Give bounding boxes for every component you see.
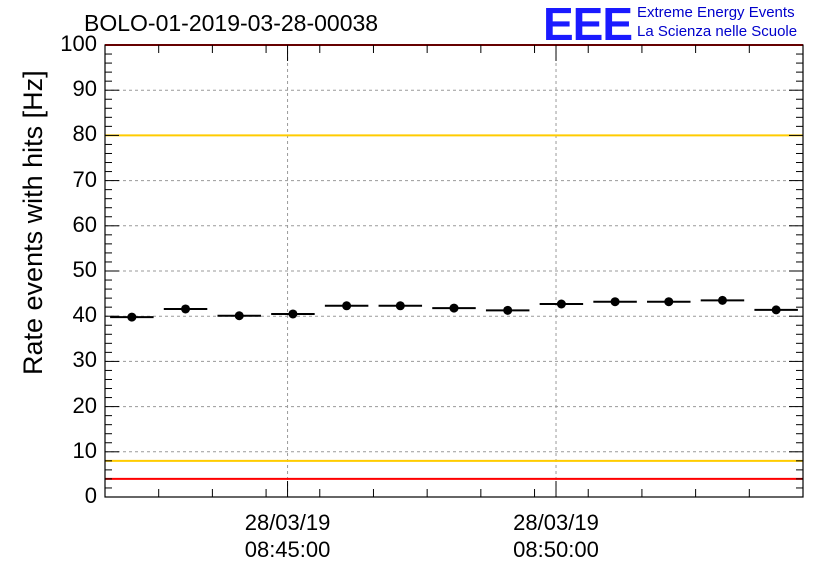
logo-line-2: La Scienza nelle Scuole	[637, 23, 798, 40]
x-tick-label: 28/03/19 08:50:00	[486, 509, 626, 563]
data-point	[449, 303, 459, 313]
data-point	[610, 297, 620, 307]
data-point	[127, 312, 137, 322]
y-tick-label: 50	[72, 257, 97, 282]
x-tick-time: 08:50:00	[513, 537, 599, 562]
y-tick-label: 60	[72, 211, 97, 237]
data-point	[342, 301, 352, 311]
y-tick-label: 10	[72, 437, 97, 463]
y-tick-label: 40	[72, 302, 97, 328]
y-tick-label: 90	[72, 76, 97, 102]
y-tick-label: 70	[72, 166, 97, 192]
eee-logo: EEE	[543, 0, 633, 50]
data-point	[234, 311, 244, 321]
x-tick-date: 28/03/19	[513, 510, 599, 535]
y-tick-label: 100	[60, 31, 97, 56]
x-tick-time: 08:45:00	[244, 537, 331, 562]
y-tick-label: 20	[72, 392, 97, 418]
y-tick-label: 80	[72, 121, 97, 147]
x-tick-date: 28/03/19	[244, 510, 331, 535]
data-point	[771, 305, 781, 315]
y-tick-label: 30	[72, 347, 97, 373]
data-point	[181, 304, 191, 314]
chart-title: BOLO-01-2019-03-28-00038	[84, 10, 379, 36]
data-point	[395, 301, 405, 311]
y-tick-label: 0	[84, 483, 97, 508]
data-point	[288, 309, 298, 319]
data-point	[664, 297, 674, 307]
data-point	[556, 299, 566, 309]
data-point	[717, 295, 727, 305]
x-tick-label: 28/03/19 08:45:00	[218, 509, 358, 563]
data-point	[503, 305, 513, 315]
logo-line-1: Extreme Energy Events	[637, 4, 795, 21]
